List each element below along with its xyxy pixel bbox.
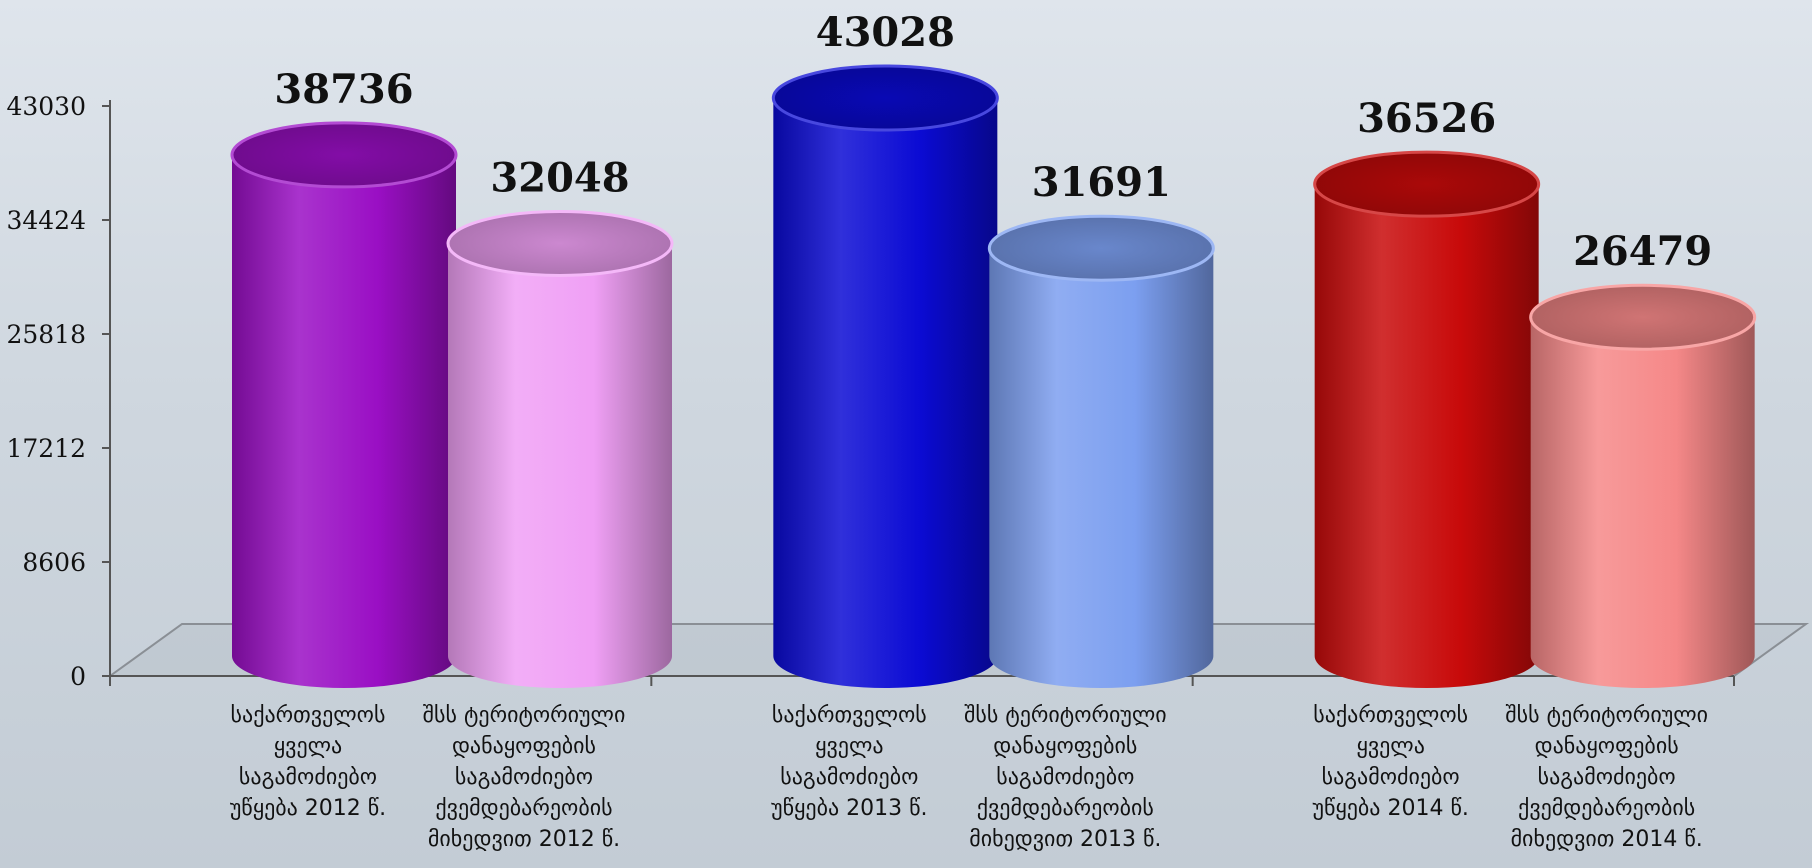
bar-body — [232, 154, 456, 688]
value-labels: 38736 32048 43028 31691 36526 26479 — [274, 9, 1712, 275]
bar — [230, 121, 458, 688]
data-label: 32048 — [490, 154, 629, 201]
data-label: 26479 — [1573, 228, 1712, 275]
bar-body — [448, 243, 672, 688]
x-tick-label: შსს ტერიტორიული დანაყოფების საგამოძიებო … — [963, 703, 1167, 852]
y-tick-label: 34424 — [6, 206, 86, 235]
bar — [1313, 150, 1541, 688]
bar-top — [1529, 283, 1757, 351]
data-label: 31691 — [1032, 159, 1171, 206]
bar — [771, 64, 999, 689]
bars — [230, 64, 1757, 689]
bar-top — [987, 214, 1215, 282]
bar-top — [230, 121, 458, 189]
x-tick-label: საქართველოს ყველა საგამოძიებო უწყება 201… — [771, 703, 928, 821]
bar — [987, 214, 1215, 688]
bar-top — [1313, 150, 1541, 218]
bar-top — [771, 64, 999, 132]
bar — [446, 209, 674, 688]
bar-body — [1314, 184, 1539, 688]
bar-body — [989, 248, 1214, 688]
data-label: 36526 — [1357, 95, 1496, 142]
y-tick-label: 43030 — [6, 92, 86, 121]
x-tick-label: საქართველოს ყველა საგამოძიებო უწყება 201… — [1312, 703, 1469, 821]
y-tick-label: 0 — [70, 662, 86, 691]
y-tick-label: 25818 — [6, 320, 86, 349]
x-tick-label: შსს ტერიტორიული დანაყოფების საგამოძიებო … — [422, 703, 626, 852]
bar — [1529, 283, 1757, 688]
data-label: 38736 — [274, 66, 413, 113]
x-tick-label: საქართველოს ყველა საგამოძიებო უწყება 201… — [229, 703, 387, 821]
x-tick-label: შსს ტერიტორიული დანაყოფების საგამოძიებო … — [1505, 703, 1709, 852]
y-tick-label: 17212 — [6, 434, 86, 463]
bar-body — [773, 98, 998, 689]
bar-top — [446, 209, 674, 277]
bar-body — [1530, 317, 1755, 688]
data-label: 43028 — [816, 9, 955, 56]
y-tick-label: 8606 — [22, 548, 86, 577]
